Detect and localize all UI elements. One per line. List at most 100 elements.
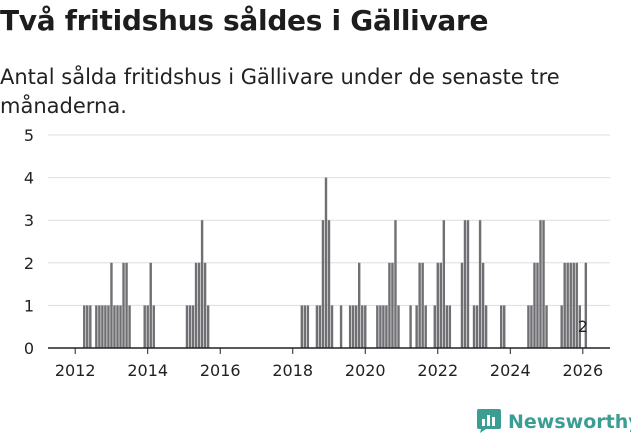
bar (460, 262, 464, 348)
bar (566, 262, 569, 348)
y-axis-ticks: 0 1 2 3 4 5 (24, 126, 34, 358)
bar (339, 305, 343, 348)
bar (327, 220, 331, 348)
bar (421, 262, 424, 348)
x-tick-label: 2012 (55, 361, 96, 380)
bar (442, 220, 446, 348)
bar (194, 262, 198, 348)
bar (315, 305, 319, 348)
bar (563, 262, 566, 348)
y-tick-label: 1 (24, 296, 34, 315)
bar (152, 305, 155, 348)
bar (119, 305, 122, 348)
x-tick-label: 2024 (490, 361, 531, 380)
bar (388, 262, 391, 348)
bar (357, 262, 361, 348)
bar (125, 262, 128, 348)
bar (439, 262, 442, 348)
bar (415, 305, 418, 348)
bar (113, 305, 116, 348)
bar (104, 305, 107, 348)
bar (445, 305, 449, 348)
bar (584, 262, 588, 348)
bar (321, 220, 325, 348)
x-tick-label: 2018 (272, 361, 313, 380)
x-tick-label: 2016 (200, 361, 241, 380)
bar (569, 262, 572, 348)
bar (572, 262, 575, 348)
bar (436, 262, 439, 348)
bar (348, 305, 352, 348)
bar-chart-logo-icon (476, 407, 502, 437)
bar (539, 220, 542, 348)
bar (110, 262, 113, 348)
bar (188, 305, 192, 348)
bar (463, 220, 467, 348)
bar (116, 305, 119, 348)
bar (397, 305, 400, 348)
bar (107, 305, 110, 348)
bar (481, 262, 485, 348)
bar (128, 305, 131, 348)
bar (89, 305, 92, 348)
bar (466, 220, 470, 348)
bar (149, 262, 152, 348)
bar (351, 305, 355, 348)
bar (203, 262, 207, 348)
y-tick-label: 3 (24, 211, 34, 230)
newsworthy-logo: Newsworthy (476, 407, 631, 437)
bar (560, 305, 563, 348)
bar (206, 305, 210, 348)
bar (478, 220, 482, 348)
bar (143, 305, 146, 348)
bar (394, 220, 397, 348)
y-tick-label: 0 (24, 339, 34, 358)
bar (83, 305, 86, 348)
bar (533, 262, 536, 348)
bar (418, 262, 421, 348)
bar (185, 305, 189, 348)
bar (303, 305, 307, 348)
bar (472, 305, 476, 348)
bar (300, 305, 304, 348)
y-tick-label: 5 (24, 126, 34, 145)
bar (409, 305, 412, 348)
bar (364, 305, 367, 348)
bar (391, 262, 394, 348)
bar (484, 305, 488, 348)
bar (424, 305, 427, 348)
x-tick-label: 2026 (562, 361, 603, 380)
bar (191, 305, 195, 348)
bar (545, 305, 548, 348)
bar (575, 262, 578, 348)
bar (318, 305, 322, 348)
bar (101, 305, 104, 348)
bar (475, 305, 479, 348)
data-label: 2 (578, 317, 588, 336)
bar (86, 305, 89, 348)
bar (324, 177, 328, 348)
bar (382, 305, 385, 348)
bar (98, 305, 101, 348)
gridlines (48, 134, 610, 306)
bar (385, 305, 388, 348)
x-tick-label: 2014 (127, 361, 168, 380)
bar (146, 305, 149, 348)
bar (379, 305, 382, 348)
annotations: 2 (578, 317, 588, 336)
bar (503, 305, 506, 348)
bar (536, 262, 539, 348)
bar (306, 305, 310, 348)
bar (542, 220, 545, 348)
bar (376, 305, 379, 348)
bar (197, 262, 201, 348)
bar (354, 305, 358, 348)
bar (500, 305, 503, 348)
bars (83, 177, 588, 348)
chart-title: Två fritidshus såldes i Gällivare (0, 4, 489, 37)
x-tick-label: 2022 (417, 361, 458, 380)
x-tick-label: 2020 (345, 361, 386, 380)
bar (330, 305, 334, 348)
bar (433, 305, 436, 348)
bar (200, 220, 204, 348)
